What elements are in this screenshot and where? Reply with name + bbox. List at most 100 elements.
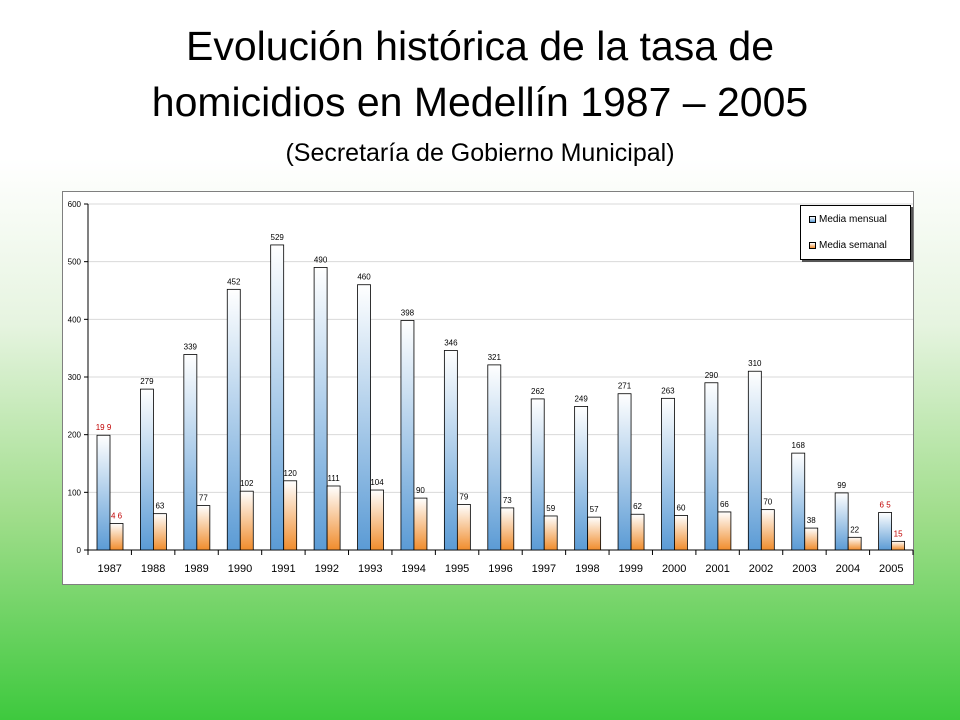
data-label: 79	[459, 492, 468, 501]
x-tick-label: 1991	[271, 563, 295, 575]
bar-media-mensual	[704, 382, 719, 551]
legend-swatch-mensual	[809, 215, 816, 223]
data-label: 38	[807, 516, 816, 525]
data-label: 339	[184, 343, 198, 352]
x-tick-label: 1996	[488, 563, 512, 575]
data-label: 77	[199, 494, 208, 503]
x-tick-label: 2003	[792, 563, 816, 575]
bar-media-mensual	[357, 284, 371, 551]
chart-legend: Media mensual Media semanal	[800, 205, 911, 260]
data-label: 62	[633, 502, 642, 511]
data-label: 529	[271, 233, 285, 242]
data-label: 263	[661, 386, 675, 395]
bar-media-mensual	[226, 288, 241, 551]
x-tick-label: 1988	[141, 563, 165, 575]
chart-frame: 0 100 200 300 400 500 600 1987 1988 1989 1990 1991 1…	[62, 191, 914, 585]
bar-media-semanal	[283, 480, 298, 551]
x-tick-label: 1994	[401, 563, 425, 575]
y-tick-label: 100	[68, 488, 82, 497]
title-line-2: homicidios en Medellín 1987 – 2005	[151, 79, 809, 125]
data-label: 398	[401, 308, 415, 317]
bar-media-mensual	[834, 492, 849, 551]
data-label: 73	[503, 496, 512, 505]
legend-swatch-semanal	[809, 241, 816, 249]
bar-media-semanal	[153, 513, 167, 551]
data-label: 120	[284, 469, 298, 478]
data-label: 111	[328, 474, 341, 483]
data-label: 59	[546, 504, 555, 513]
bar-media-mensual	[96, 434, 111, 551]
bar-media-semanal	[413, 497, 428, 551]
bar-media-semanal	[196, 505, 211, 551]
x-tick-label: 2005	[879, 563, 903, 575]
y-tick-label: 200	[68, 431, 82, 440]
bar-chart: 0 100 200 300 400 500 600 1987 1988 1989 1990 1991 1…	[68, 200, 914, 575]
bar-media-mensual	[270, 244, 285, 551]
bar-media-semanal	[891, 540, 905, 551]
bar-media-mensual	[791, 452, 806, 551]
x-tick-label: 1997	[532, 563, 556, 575]
x-tick-label: 2002	[749, 563, 773, 575]
bar-media-semanal	[630, 513, 645, 551]
x-tick-label: 2000	[662, 563, 686, 575]
bar-media-mensual	[400, 320, 415, 551]
bar-media-semanal	[847, 536, 862, 551]
bar-media-semanal	[109, 523, 124, 551]
data-label: 99	[837, 481, 846, 490]
bar-media-mensual	[530, 398, 545, 551]
legend-label-semanal: Media semanal	[819, 239, 887, 251]
data-label: 102	[240, 479, 254, 488]
data-label: 271	[618, 382, 632, 391]
bar-media-mensual	[617, 393, 632, 551]
bar-media-semanal	[587, 516, 602, 551]
legend-item-mensual: Media mensual	[809, 212, 887, 226]
bar-media-mensual	[313, 267, 328, 551]
x-tick-label: 2001	[705, 563, 729, 575]
x-tick-label: 1993	[358, 563, 382, 575]
data-label: 4 6	[111, 511, 123, 520]
data-label: 15	[894, 529, 903, 538]
bar-media-mensual	[574, 406, 589, 551]
data-label: 70	[763, 498, 772, 507]
data-label: 262	[531, 387, 545, 396]
title-subtitle: (Secretaría de Gobierno Municipal)	[285, 139, 675, 167]
legend-label-mensual: Media mensual	[819, 213, 887, 225]
y-tick-label: 300	[68, 373, 82, 382]
data-label: 66	[720, 500, 729, 509]
bar-media-mensual	[183, 354, 198, 551]
bar-media-mensual	[140, 388, 154, 551]
bar-media-semanal	[804, 527, 819, 551]
data-label: 346	[444, 338, 458, 347]
data-label: 22	[850, 525, 859, 534]
data-label: 321	[488, 353, 502, 362]
slide-title: Evolución histórica de la tasa de homici…	[0, 18, 960, 172]
x-tick-label: 1992	[315, 563, 339, 575]
data-label: 460	[357, 273, 371, 282]
bar-media-semanal	[543, 515, 558, 551]
data-label: 452	[227, 277, 241, 286]
data-label: 63	[155, 502, 164, 511]
x-tick-label: 1987	[97, 563, 121, 575]
data-label: 490	[314, 255, 328, 264]
data-label: 290	[705, 371, 719, 380]
data-label: 279	[140, 377, 154, 386]
bar-media-semanal	[370, 489, 384, 551]
bar-media-semanal	[456, 504, 471, 551]
data-label: 57	[590, 505, 599, 514]
bar-media-semanal	[760, 509, 775, 551]
y-tick-label: 600	[68, 200, 82, 209]
title-line-1: Evolución histórica de la tasa de	[185, 23, 774, 69]
y-tick-label: 500	[68, 258, 82, 267]
x-tick-label: 2004	[836, 563, 860, 575]
legend-item-semanal: Media semanal	[809, 238, 887, 252]
y-tick-label: 400	[68, 315, 82, 324]
data-label: 60	[677, 503, 686, 512]
bar-media-mensual	[487, 364, 502, 551]
bar-media-mensual	[661, 397, 675, 551]
bar-media-mensual	[443, 350, 458, 551]
data-label: 19 9	[96, 423, 112, 432]
data-label: 6 5	[880, 501, 892, 510]
data-label: 310	[748, 359, 762, 368]
bar-media-mensual	[747, 370, 762, 551]
data-label: 168	[792, 441, 806, 450]
